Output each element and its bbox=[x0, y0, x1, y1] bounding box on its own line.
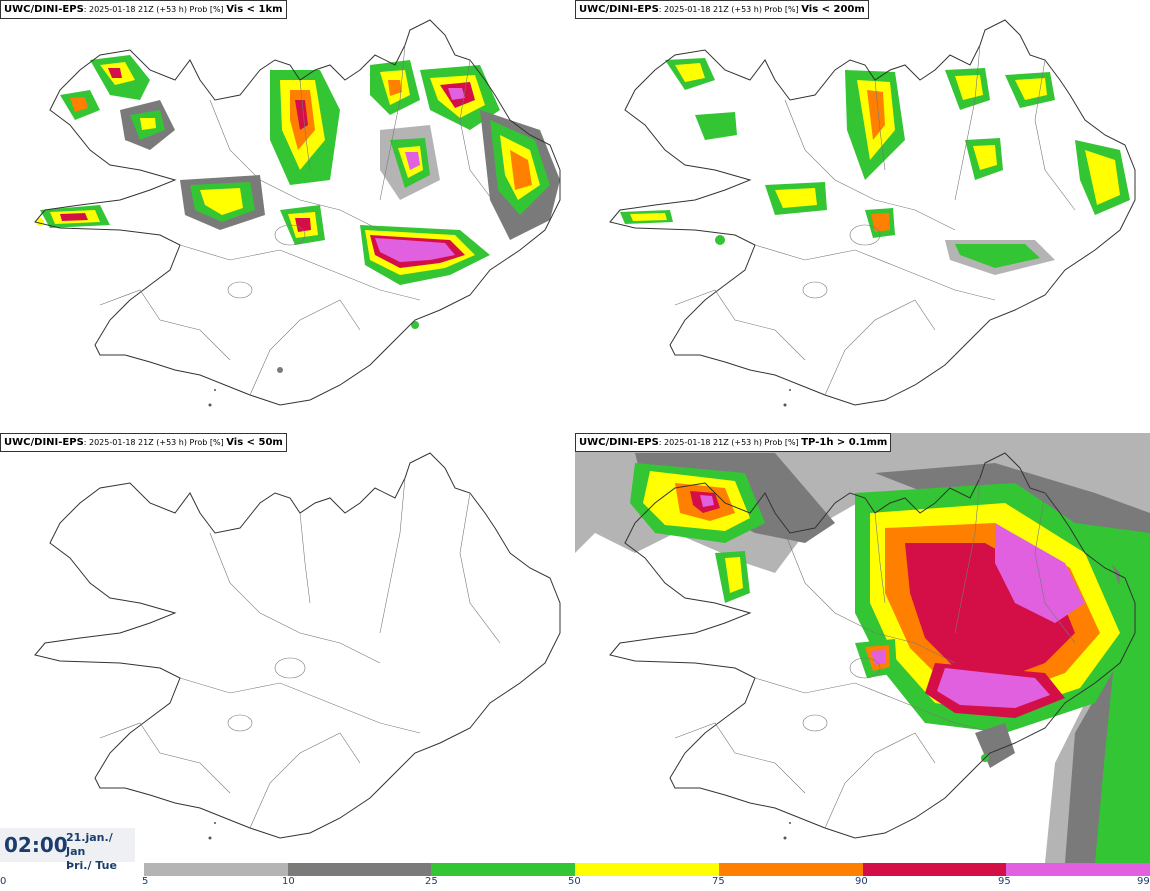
variable-name: Vis < 50m bbox=[226, 437, 283, 448]
run-info: : 2025-01-18 21Z (+53 h) Prob [%] bbox=[83, 5, 227, 14]
model-name: UWC/DINI-EPS bbox=[4, 437, 84, 448]
colorbar-tick-label: 25 bbox=[425, 876, 438, 887]
colorbar-tick-label: 90 bbox=[855, 876, 868, 887]
colorbar-tick-label: 0 bbox=[0, 876, 7, 887]
variable-name: Vis < 200m bbox=[801, 4, 865, 15]
map-panel-vis-200m: UWC/DINI-EPS: 2025-01-18 21Z (+53 h) Pro… bbox=[575, 0, 1150, 430]
panel-title: UWC/DINI-EPS: 2025-01-18 21Z (+53 h) Pro… bbox=[575, 0, 869, 19]
run-info: : 2025-01-18 21Z (+53 h) Prob [%] bbox=[658, 5, 802, 14]
valid-date: 21.jan./ Jan Þri./ Tue bbox=[66, 831, 135, 873]
map-panel-vis-1km: UWC/DINI-EPS: 2025-01-18 21Z (+53 h) Pro… bbox=[0, 0, 575, 430]
probability-colorbar bbox=[144, 863, 1150, 876]
valid-date-line1: 21.jan./ Jan bbox=[66, 831, 113, 858]
model-name: UWC/DINI-EPS bbox=[4, 4, 84, 15]
map-vis-50m bbox=[34, 452, 561, 840]
colorbar-segment bbox=[144, 863, 288, 876]
panel-title: UWC/DINI-EPS: 2025-01-18 21Z (+53 h) Pro… bbox=[0, 0, 287, 19]
valid-time: 02:00 bbox=[4, 833, 68, 857]
colorbar-tick-label: 95 bbox=[998, 876, 1011, 887]
map-vis-200m bbox=[609, 19, 1136, 407]
map-tp1h bbox=[575, 433, 1150, 863]
variable-name: TP-1h > 0.1mm bbox=[801, 437, 888, 448]
variable-name: Vis < 1km bbox=[226, 4, 283, 15]
prob-field-vis-200m bbox=[620, 58, 1130, 275]
colorbar-tick-label: 50 bbox=[568, 876, 581, 887]
panel-title: UWC/DINI-EPS: 2025-01-18 21Z (+53 h) Pro… bbox=[0, 433, 287, 452]
prob-field-vis-1km bbox=[36, 55, 560, 373]
map-panel-tp1h: UWC/DINI-EPS: 2025-01-18 21Z (+53 h) Pro… bbox=[575, 433, 1150, 863]
colorbar-segment bbox=[862, 863, 1007, 876]
panel-title: UWC/DINI-EPS: 2025-01-18 21Z (+53 h) Pro… bbox=[575, 433, 892, 452]
colorbar-segment bbox=[718, 863, 863, 876]
model-name: UWC/DINI-EPS bbox=[579, 437, 659, 448]
map-vis-1km bbox=[34, 19, 561, 407]
run-info: : 2025-01-18 21Z (+53 h) Prob [%] bbox=[83, 438, 227, 447]
colorbar-segment bbox=[575, 863, 719, 876]
iceland-coastline bbox=[34, 452, 561, 840]
prob-field-tp1h bbox=[575, 433, 1150, 863]
valid-time-box: 02:00 21.jan./ Jan Þri./ Tue bbox=[0, 828, 135, 872]
colorbar-segment bbox=[431, 863, 576, 876]
model-name: UWC/DINI-EPS bbox=[579, 4, 659, 15]
run-info: : 2025-01-18 21Z (+53 h) Prob [%] bbox=[658, 438, 802, 447]
colorbar-tick-label: 10 bbox=[282, 876, 295, 887]
colorbar-tick-label: 75 bbox=[712, 876, 725, 887]
colorbar-tick-label: 5 bbox=[142, 876, 149, 887]
valid-date-line2: Þri./ Tue bbox=[66, 859, 117, 872]
colorbar-segment bbox=[287, 863, 432, 876]
colorbar-tick-label: 99 bbox=[1137, 876, 1150, 887]
colorbar-segment bbox=[1006, 863, 1150, 876]
map-panel-vis-50m: UWC/DINI-EPS: 2025-01-18 21Z (+53 h) Pro… bbox=[0, 433, 575, 863]
